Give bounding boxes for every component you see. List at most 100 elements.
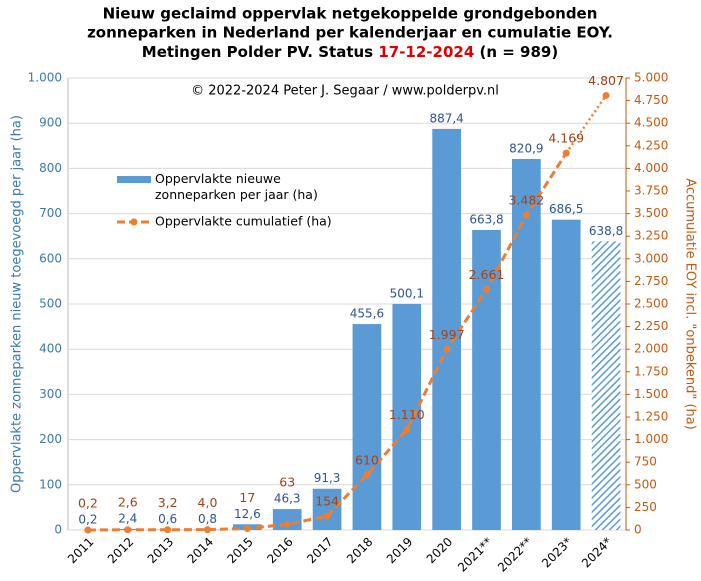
bar-value-label: 0,8 <box>198 512 217 526</box>
bar <box>472 229 501 530</box>
y2-tick-label: 2.000 <box>634 342 668 356</box>
x-tick-label: 2013 <box>145 535 176 566</box>
line-value-label: 4,0 <box>198 495 218 510</box>
line-point <box>204 526 211 534</box>
x-tick-label: 2019 <box>384 535 415 566</box>
y-tick-label: 700 <box>39 206 62 220</box>
bar <box>591 241 621 531</box>
y2-tick-label: 4.000 <box>634 161 668 175</box>
x-tick-label: 2018 <box>344 535 375 566</box>
line-point <box>403 426 411 434</box>
x-tick-label: 2022** <box>495 535 535 575</box>
line-point <box>363 471 371 479</box>
y2-tick-label: 3.500 <box>634 206 668 220</box>
y2-tick-label: 3.750 <box>634 184 668 198</box>
bar-value-label: 500,1 <box>390 286 424 300</box>
y2-tick-label: 2.500 <box>634 297 668 311</box>
line-value-label: 2.661 <box>469 267 505 282</box>
line-value-label: 0,2 <box>78 495 98 510</box>
x-tick-label: 2012 <box>105 535 136 566</box>
line-point <box>283 520 291 528</box>
y2-tick-label: 1.500 <box>634 387 668 401</box>
annotation: © 2022-2024 Peter J. Segaar / www.polder… <box>191 84 499 99</box>
x-tick-label: 2014 <box>185 535 216 566</box>
y-tick-label: 0 <box>54 523 62 537</box>
y-tick-label: 400 <box>39 342 62 356</box>
title-part: (n = 989) <box>474 43 558 61</box>
bar-value-label: 638,8 <box>589 224 623 238</box>
y-tick-label: 500 <box>39 297 62 311</box>
y2-tick-label: 1.250 <box>634 410 668 424</box>
bar-value-label: 686,5 <box>549 202 583 216</box>
y2-tick-label: 4.250 <box>634 138 668 152</box>
bar-value-label: 91,3 <box>314 471 341 485</box>
bar <box>432 128 461 530</box>
line-projection <box>565 94 608 154</box>
title-part: Metingen Polder PV. Status <box>142 43 379 61</box>
y-tick-label: 300 <box>39 387 62 401</box>
legend-label: Oppervlakte nieuwe zonneparken per jaar … <box>155 171 318 202</box>
y2-tick-label: 1.750 <box>634 364 668 378</box>
x-tick-label: 2023* <box>539 535 575 571</box>
title-date: 17-12-2024 <box>378 43 474 61</box>
y2-tick-label: 250 <box>634 500 657 514</box>
bar-value-label: 46,3 <box>274 492 301 506</box>
y2-tick-label: 1.000 <box>634 432 668 446</box>
chart-title: Metingen Polder PV. Status 17-12-2024 (n… <box>142 43 558 61</box>
line-point <box>164 526 172 534</box>
line-value-label: 154 <box>315 494 339 509</box>
y-tick-label: 600 <box>39 251 62 265</box>
line-point <box>124 526 132 534</box>
bar <box>312 488 342 530</box>
x-tick-label: 2020 <box>424 535 455 566</box>
line-point <box>602 91 610 99</box>
legend-entry: Oppervlakte nieuwe zonneparken per jaar … <box>155 171 318 202</box>
bar <box>512 158 541 531</box>
line-value-label: 4.807 <box>588 73 624 88</box>
y-tick-label: 100 <box>39 477 62 491</box>
legend-swatch <box>130 218 138 226</box>
line-point <box>483 285 490 293</box>
bar-value-label: 12,6 <box>234 507 261 521</box>
line-point <box>443 345 451 353</box>
y2-tick-label: 3.000 <box>634 251 668 265</box>
line-point <box>243 524 251 532</box>
y2-tick-label: 0 <box>634 523 642 537</box>
bar-value-label: 0,2 <box>78 512 97 526</box>
y2-tick-label: 4.500 <box>634 116 668 130</box>
y-axis-label: Oppervlakte zonneparken nieuw toegevoegd… <box>10 115 25 493</box>
line-value-label: 1.997 <box>429 327 465 342</box>
legend-label: Oppervlakte cumulatief (ha) <box>155 214 332 229</box>
line-point <box>522 211 530 219</box>
bar-value-label: 0,6 <box>158 512 177 526</box>
legend-swatch <box>117 176 151 183</box>
x-tick-label: 2016 <box>264 535 295 566</box>
y2-tick-label: 2.250 <box>634 319 668 333</box>
x-tick-label: 2017 <box>304 535 335 566</box>
bar-value-label: 2,4 <box>118 511 137 525</box>
line-point <box>323 512 331 520</box>
y-tick-label: 200 <box>39 432 62 446</box>
y2-tick-label: 750 <box>634 455 657 469</box>
line-value-label: 17 <box>239 490 255 505</box>
line-value-label: 4.169 <box>548 131 584 146</box>
line-point <box>562 149 570 157</box>
y2-tick-label: 5.000 <box>634 71 668 85</box>
bar-value-label: 820,9 <box>509 141 543 155</box>
x-tick-label: 2011 <box>65 535 96 566</box>
bar-value-label: 455,6 <box>350 307 384 321</box>
y2-axis-label: Accumulatie EOY incl. "onbekend" (ha) <box>683 178 698 430</box>
bar-value-label: 887,4 <box>429 111 463 125</box>
chart-title: Nieuw geclaimd oppervlak netgekoppelde g… <box>103 5 598 23</box>
line-value-label: 3.482 <box>508 193 544 208</box>
line-value-label: 3,2 <box>158 495 178 510</box>
x-tick-label: 2015 <box>224 535 255 566</box>
y-tick-label: 800 <box>39 161 62 175</box>
line-value-label: 610 <box>355 452 379 467</box>
y2-tick-label: 2.750 <box>634 274 668 288</box>
x-tick-label: 2021** <box>455 535 495 575</box>
y-tick-label: 1.000 <box>28 71 62 85</box>
y2-tick-label: 4.750 <box>634 93 668 107</box>
bar-value-label: 663,8 <box>469 212 503 226</box>
